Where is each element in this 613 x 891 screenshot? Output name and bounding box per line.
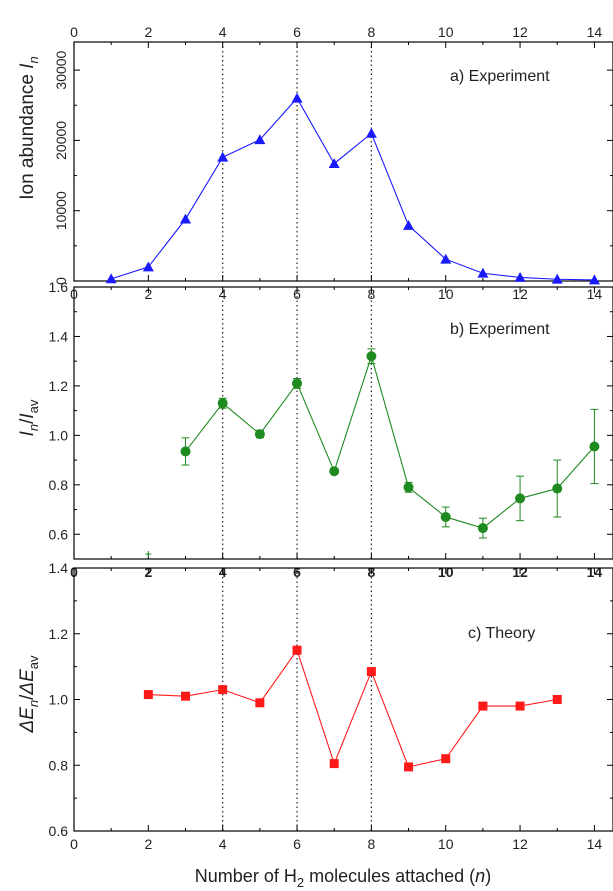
x-tick-label: 14: [587, 836, 603, 852]
y-tick-label: 30000: [53, 50, 69, 89]
data-point: [514, 271, 526, 282]
data-point: [588, 274, 600, 285]
data-point: [255, 698, 265, 708]
data-point: [552, 483, 563, 494]
data-point: [589, 441, 600, 452]
data-point: [515, 701, 525, 711]
data-point: [403, 219, 415, 230]
data-point: [478, 701, 488, 711]
x-tick-label: 6: [293, 286, 301, 302]
data-point: [329, 759, 339, 769]
panel-a-label: a) Experiment: [450, 68, 550, 85]
y-tick-label: 1.4: [49, 560, 69, 576]
x-top-tick-label: 10: [438, 24, 454, 40]
x-tick-label: 4: [219, 286, 227, 302]
data-point: [254, 134, 266, 145]
y-tick-label: 20000: [53, 121, 69, 160]
data-point: [181, 691, 191, 701]
data-point: [551, 273, 563, 284]
data-point: [365, 127, 377, 138]
x-tick-label: 0: [70, 836, 78, 852]
data-point: [292, 645, 302, 655]
x-axis-title: Number of H2 molecules attached (n): [195, 866, 491, 890]
x-tick-label: 12: [512, 286, 528, 302]
x-tick-label: 8: [367, 836, 375, 852]
y-tick-label: 1.0: [49, 427, 69, 443]
x-top-tick-label: 14: [587, 24, 603, 40]
data-point: [291, 92, 303, 103]
data-point: [441, 754, 451, 764]
y-tick-label: 0.8: [49, 477, 69, 493]
data-point: [552, 695, 562, 704]
y-tick-label: 1.4: [49, 328, 69, 344]
y-tick-label: 0.8: [49, 757, 69, 773]
data-point: [366, 351, 377, 362]
data-point: [477, 523, 488, 534]
data-point: [366, 667, 376, 677]
plot-frame: [73, 567, 613, 832]
y-tick-label: 1.0: [49, 692, 69, 708]
data-point: [218, 685, 228, 695]
data-point: [143, 690, 153, 700]
data-point: [515, 493, 526, 504]
data-point: [403, 482, 414, 493]
x-tick-label: 8: [367, 286, 375, 302]
data-point: [329, 466, 340, 477]
x-top-tick-label: 8: [367, 24, 375, 40]
x-tick-label: 4: [219, 836, 227, 852]
y-tick-label: 0.6: [49, 823, 69, 839]
x-top-tick-label: 6: [293, 24, 301, 40]
panel-b-ylabel: In/Iav: [17, 399, 41, 436]
x-tick-label: 6: [293, 836, 301, 852]
data-point: [142, 261, 154, 272]
y-tick-label: 1.2: [49, 378, 69, 394]
x-tick-label: 10: [438, 836, 454, 852]
x-top-tick-label: 2: [144, 24, 152, 40]
y-tick-label: 1.2: [49, 626, 69, 642]
series-line: [111, 97, 595, 281]
y-tick-label: 1.6: [49, 279, 69, 295]
data-point: [292, 378, 303, 389]
series-line: [148, 648, 558, 768]
data-point: [180, 446, 191, 457]
x-top-tick-label: 12: [512, 24, 528, 40]
data-point: [404, 762, 414, 772]
plot-frame: [73, 286, 613, 560]
panel-c-ylabel: ΔEn/ΔEav: [17, 655, 41, 734]
data-point: [105, 273, 117, 284]
x-tick-label: 2: [144, 286, 152, 302]
panel-b-label: b) Experiment: [450, 321, 550, 338]
data-point: [477, 267, 489, 278]
data-point: [180, 213, 192, 224]
x-tick-label: 10: [438, 286, 454, 302]
y-tick-label: 0.6: [49, 526, 69, 542]
x-tick-label: 12: [512, 836, 528, 852]
data-point: [254, 429, 265, 440]
plot-frame: [73, 41, 613, 282]
x-top-tick-label: 4: [219, 24, 227, 40]
x-tick-label: 14: [587, 286, 603, 302]
y-tick-label: 10000: [53, 191, 69, 230]
data-point: [440, 253, 452, 264]
data-point: [217, 151, 229, 162]
data-point: [217, 398, 228, 409]
panel-a-ylabel: Ion abundance In: [17, 56, 41, 200]
panel-c-label: c) Theory: [468, 625, 535, 642]
series-line: [185, 354, 595, 529]
data-point: [440, 511, 451, 522]
x-top-tick-label: 0: [70, 24, 78, 40]
x-tick-label: 2: [144, 836, 152, 852]
y-tick-label: 0: [53, 277, 69, 285]
panel-c-theory-ratio: 0 2 4 6 8 10 12 14 0.6 0.8 1.0 1.2 1.4: [49, 560, 613, 852]
data-point: [328, 158, 340, 169]
